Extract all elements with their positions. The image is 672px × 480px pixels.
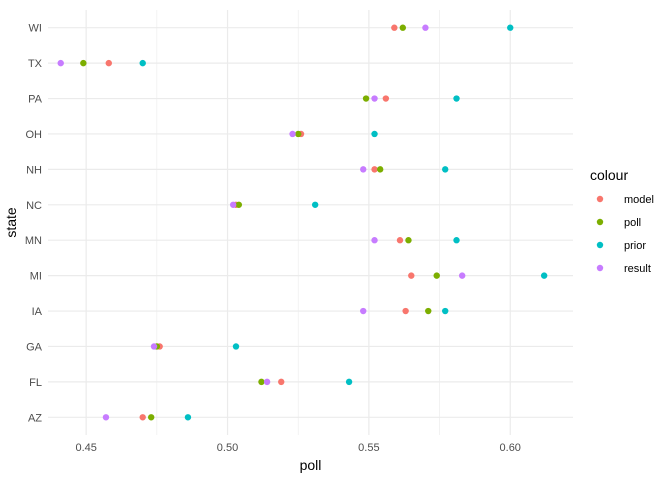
point-poll — [425, 307, 432, 315]
point-prior — [139, 59, 146, 67]
legend-label-result: result — [624, 263, 651, 275]
major-gridlines — [48, 10, 573, 435]
x-axis-title: poll — [300, 457, 322, 473]
y-tick-label: FL — [29, 377, 42, 389]
point-model — [408, 272, 415, 279]
point-result — [371, 237, 378, 244]
point-model — [139, 414, 146, 421]
point-result — [102, 414, 110, 421]
legend: colour model poll prior result — [590, 167, 654, 275]
x-axis-tick-labels: 0.45 0.50 0.55 0.60 — [75, 442, 520, 454]
point-poll — [399, 24, 407, 31]
x-tick-label: 0.45 — [75, 442, 96, 454]
point-result — [371, 95, 378, 102]
point-prior — [232, 343, 240, 350]
point-poll — [147, 414, 155, 421]
point-prior — [453, 95, 460, 102]
data-points — [57, 24, 548, 421]
point-model — [278, 378, 285, 386]
point-poll — [235, 201, 243, 208]
x-tick-label: 0.50 — [217, 442, 238, 454]
legend-label-model: model — [624, 194, 654, 206]
legend-key-model — [596, 195, 604, 203]
point-prior — [453, 237, 460, 244]
point-poll — [362, 95, 370, 102]
point-result — [150, 343, 158, 350]
y-tick-label: MI — [30, 271, 42, 283]
y-tick-label: NH — [26, 164, 42, 176]
minor-gridlines — [156, 10, 440, 435]
legend-items: model poll prior result — [596, 194, 654, 275]
point-result — [57, 59, 64, 67]
legend-key-result — [596, 264, 604, 272]
point-poll — [405, 237, 412, 244]
point-model — [105, 59, 112, 67]
y-tick-label: OH — [26, 129, 43, 141]
y-tick-label: TX — [28, 58, 43, 70]
x-tick-label: 0.55 — [358, 442, 379, 454]
point-poll — [295, 130, 302, 138]
y-axis-title: state — [3, 207, 19, 238]
point-model — [396, 237, 404, 244]
y-tick-label: IA — [32, 306, 43, 318]
point-result — [360, 166, 367, 173]
point-prior — [442, 307, 449, 315]
point-result — [360, 307, 367, 315]
y-tick-label: MN — [25, 235, 42, 247]
point-prior — [345, 378, 353, 386]
point-result — [422, 24, 429, 31]
point-result — [263, 378, 271, 386]
legend-key-poll — [596, 218, 604, 226]
point-prior — [311, 201, 319, 208]
y-tick-label: PA — [28, 94, 43, 106]
y-tick-label: NC — [26, 200, 42, 212]
y-axis-tick-labels: AZ FL GA IA MI MN NC NH OH PA TX WI — [25, 23, 43, 425]
point-poll — [80, 59, 87, 67]
legend-label-poll: poll — [624, 217, 641, 229]
point-poll — [258, 378, 265, 386]
y-tick-label: AZ — [28, 412, 42, 424]
point-poll — [433, 272, 440, 279]
legend-title: colour — [590, 167, 628, 183]
point-result — [289, 130, 296, 138]
point-model — [382, 95, 390, 102]
point-model — [391, 24, 398, 31]
y-tick-label: GA — [26, 341, 43, 353]
point-model — [371, 166, 378, 173]
legend-label-prior: prior — [624, 240, 646, 252]
legend-key-prior — [596, 241, 604, 249]
point-prior — [507, 24, 514, 31]
point-prior — [540, 272, 548, 279]
point-result — [458, 272, 466, 279]
point-result — [229, 201, 237, 208]
point-poll — [376, 166, 384, 173]
y-tick-label: WI — [29, 23, 42, 35]
point-prior — [371, 130, 378, 138]
point-prior — [184, 414, 192, 421]
point-prior — [442, 166, 449, 173]
point-model — [402, 307, 409, 315]
x-tick-label: 0.60 — [500, 442, 521, 454]
